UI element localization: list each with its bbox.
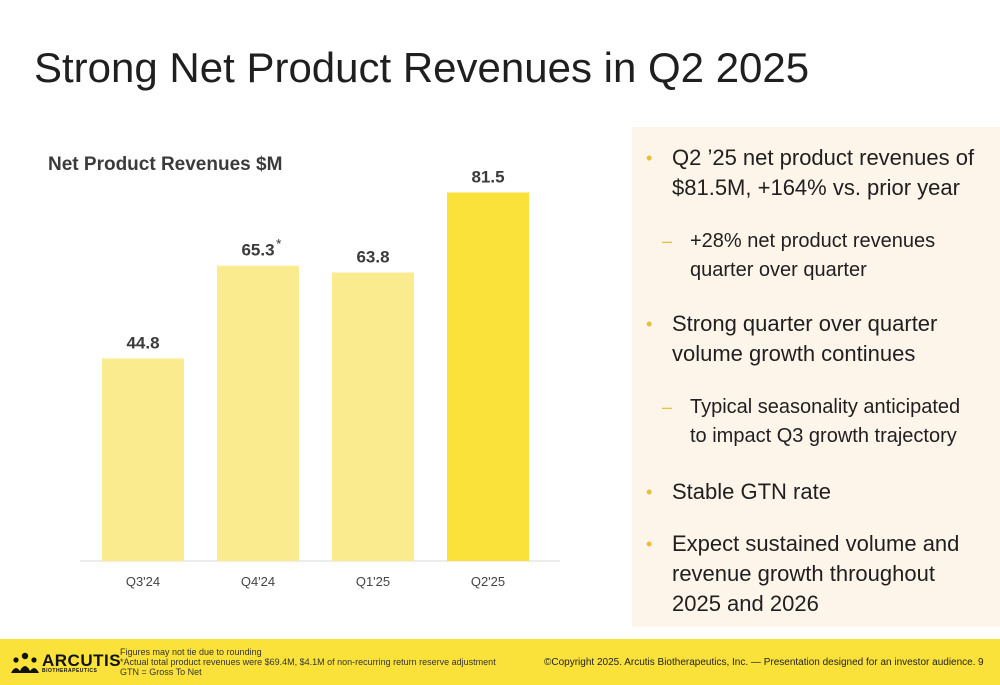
x-tick-label: Q3'24 [126,574,160,589]
footnote-line: *Actual total product revenues were $69.… [120,657,496,667]
bar-q225 [447,192,529,561]
bar-chart: 44.8 Q3'24 65.3 * Q4'24 63.8 Q1'25 81.5 Q2'25 [80,167,560,589]
bullet-text: +28% net product revenues quarter over qu… [690,227,935,285]
bullet-item: • Stable GTN rate [646,477,831,507]
data-label: 65.3 [241,241,274,260]
bullet-text-line: Typical seasonality anticipated [690,396,961,418]
data-label: 63.8 [356,248,389,267]
bullet-text-line: Strong quarter over quarter [672,311,938,336]
bullet-text: Strong quarter over quarter volume growth… [672,309,937,369]
bullet-text-line: +28% net product revenues [690,230,936,252]
bullet-marker: • [646,148,653,168]
bullet-item: • Strong quarter over quarter volume growt… [646,309,937,369]
page-number: 9 [978,657,984,668]
key-points-panel: • Q2 ’25 net product revenues of $81.5M, +… [632,127,1000,627]
bullet-marker: • [646,534,653,554]
bullet-text-line: 2025 and 2026 [672,591,819,616]
bullet-text-line: Q2 ’25 net product revenues of [672,145,975,170]
page-title: Strong Net Product Revenues in Q2 2025 [34,44,810,91]
bullet-marker: • [646,482,653,502]
footnote-line: GTN = Gross To Net [120,667,202,677]
dash-marker: – [662,397,673,417]
sub-bullet-item: – +28% net product revenues quarter over q… [662,227,935,285]
data-label: 44.8 [126,333,159,352]
footnotes: Figures may not tie due to rounding *Act… [120,647,496,677]
x-tick-label: Q2'25 [471,574,505,589]
bullet-text: Q2 ’25 net product revenues of $81.5M, +1… [672,143,974,203]
logo-people-icon [11,652,39,673]
bullet-marker: • [646,314,653,334]
logo-subtext: BIOTHERAPEUTICS [42,668,98,674]
bullet-item: • Q2 ’25 net product revenues of $81.5M, +… [646,143,974,203]
chart-title: Net Product Revenues $M [48,154,283,175]
bullet-text-line: revenue growth throughout [672,561,935,586]
data-label: 81.5 [471,167,504,186]
bar-q424 [217,265,299,561]
footer-bar: ARCUTIS BIOTHERAPEUTICS Figures may not … [0,639,1000,685]
copyright-text: ©Copyright 2025. Arcutis Biotherapeutics… [544,657,976,668]
bullet-text: Expect sustained volume and revenue growt… [672,529,959,619]
bar-q125 [332,272,414,561]
bullet-item: • Expect sustained volume and revenue grow… [646,529,959,619]
bullet-text-line: Stable GTN rate [672,479,831,504]
bullet-text-line: quarter over quarter [690,259,867,281]
x-tick-label: Q4'24 [241,574,275,589]
bullet-text-line: $81.5M, +164% vs. prior year [672,175,960,200]
x-tick-label: Q1'25 [356,574,390,589]
bullet-text: Typical seasonality anticipated to impact… [690,393,960,451]
footnote-line: Figures may not tie due to rounding [120,647,262,657]
bullet-text: Stable GTN rate [672,477,831,507]
bullet-text-line: to impact Q3 growth trajectory [690,425,957,447]
dash-marker: – [662,231,673,251]
logo-text: ARCUTIS [42,651,122,670]
data-label-annotation: * [276,236,282,252]
bar-q324 [102,358,184,561]
bullet-text-line: volume growth continues [672,341,916,366]
sub-bullet-item: – Typical seasonality anticipated to impac… [662,393,960,451]
bullet-text-line: Expect sustained volume and [672,531,960,556]
company-logo: ARCUTIS BIOTHERAPEUTICS [10,651,122,675]
